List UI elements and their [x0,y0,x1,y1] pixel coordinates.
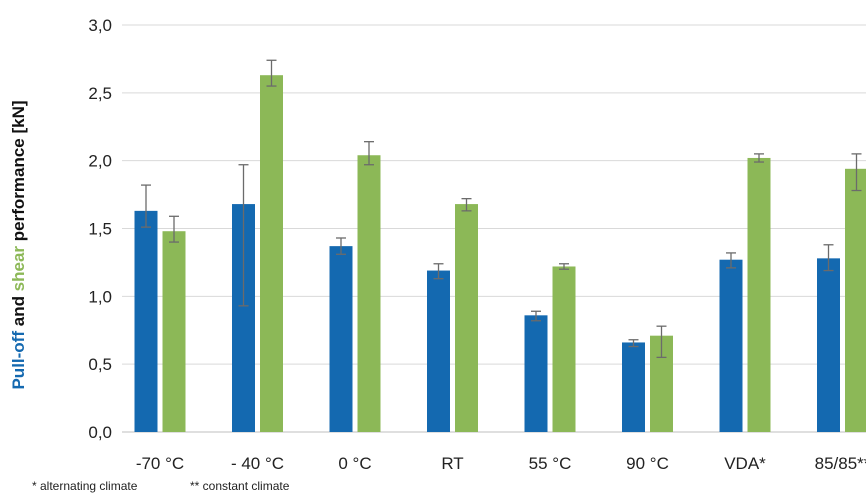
error-bar [656,325,667,359]
bar-shear [162,231,186,432]
y-tick-label: 1,5 [88,220,112,239]
y-axis-label: Pull-off and shear performance [kN] [9,100,28,389]
bar-shear [552,266,576,432]
bar-pulloff [622,342,645,432]
y-label-unit: performance [kN] [9,100,28,245]
error-bar [628,339,639,348]
bar-shear [845,168,866,432]
bar-shear [357,155,381,433]
y-label-and: and [9,291,28,331]
x-tick-label: 55 °C [529,454,572,473]
y-tick-label: 3,0 [88,16,112,35]
bars [134,75,866,433]
x-axis: -70 °C - 40 °C 0 °C RT 55 °C 90 °C VDA* 85/85** [136,454,866,473]
error-bar [266,59,277,87]
y-tick-label: 2,0 [88,152,112,171]
error-bar [169,215,179,243]
bar-shear [260,75,283,433]
bar-shear [747,157,771,432]
error-bar [754,153,764,163]
bar-pulloff [134,210,158,432]
error-bar [823,244,834,272]
bar-pulloff [329,246,353,432]
bar-pulloff [524,315,548,432]
bar-shear [650,335,673,432]
y-label-pulloff: Pull-off [9,331,28,390]
bar-pulloff [427,270,450,432]
y-tick-label: 2,5 [88,84,112,103]
error-bar [461,198,472,212]
x-tick-label: RT [441,454,463,473]
error-bar [364,141,374,166]
bar-pulloff [232,204,255,432]
bar-pulloff [719,259,743,432]
x-tick-label: 85/85** [815,454,866,473]
bar-pulloff [817,258,840,432]
x-tick-label: 90 °C [626,454,669,473]
error-bars [141,59,862,359]
x-tick-label: -70 °C [136,454,184,473]
x-tick-label: 0 °C [338,454,371,473]
footnote-constant: ** constant climate [190,479,290,493]
x-tick-label: VDA* [724,454,766,473]
bar-shear [455,204,478,432]
footnote-alternating: * alternating climate [32,479,138,493]
error-bar [559,263,569,270]
error-bar [238,164,249,307]
error-bar [531,310,541,322]
y-tick-label: 1,0 [88,287,112,306]
error-bar [851,153,862,192]
error-bar [336,237,346,255]
error-bar [141,184,151,228]
x-tick-label: - 40 °C [231,454,284,473]
error-bar [726,252,736,269]
error-bar [433,263,444,280]
y-axis: 0,0 0,5 1,0 1,5 2,0 2,5 3,0 [88,16,112,442]
y-label-shear: shear [9,246,28,292]
y-tick-label: 0,0 [88,423,112,442]
y-tick-label: 0,5 [88,355,112,374]
